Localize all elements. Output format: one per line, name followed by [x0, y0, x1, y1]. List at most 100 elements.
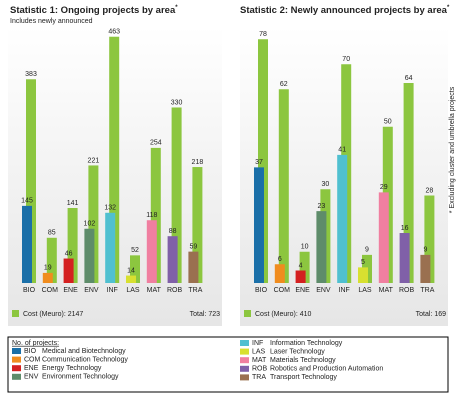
- value-label: 88: [169, 228, 177, 235]
- legend-swatch: [240, 340, 249, 346]
- total-label: Total: 169: [416, 311, 446, 318]
- bar: [150, 147, 161, 283]
- bar: [130, 255, 140, 283]
- legend-code: MAT: [252, 357, 267, 364]
- bar: [105, 212, 116, 283]
- value-label: 85: [48, 230, 56, 237]
- x-tick-label: ENV: [316, 287, 331, 294]
- value-label: 4: [299, 262, 303, 269]
- legend-code: COM: [24, 356, 41, 363]
- legend-box: [7, 336, 449, 393]
- value-label: 9: [365, 247, 369, 254]
- bar: [424, 195, 435, 283]
- bar: [192, 167, 203, 283]
- bar: [188, 251, 199, 283]
- value-label: 221: [88, 157, 100, 164]
- legend-name: Communication Technology: [42, 356, 128, 363]
- value-label: 28: [426, 187, 434, 194]
- bar: [274, 264, 285, 283]
- bar: [46, 237, 57, 283]
- value-label: 132: [104, 205, 116, 212]
- value-label: 70: [342, 56, 350, 63]
- bar: [278, 89, 289, 283]
- legend-name: Medical and Biotechnology: [42, 348, 126, 355]
- footnote: * Excluding cluster and umbrella project…: [449, 86, 456, 213]
- legend-swatch: [240, 348, 249, 355]
- x-tick-label: MAT: [379, 287, 394, 294]
- x-tick-label: COM: [42, 287, 59, 294]
- legend-swatch: [240, 365, 249, 372]
- bar: [67, 208, 78, 283]
- value-label: 145: [21, 198, 33, 205]
- legend-code: INF: [252, 340, 263, 347]
- bar: [109, 36, 120, 283]
- value-label: 50: [384, 119, 392, 126]
- value-label: 62: [280, 81, 288, 88]
- value-label: 141: [67, 200, 79, 207]
- legend-name: Information Technology: [270, 340, 343, 347]
- legend-code: ENE: [24, 365, 39, 372]
- value-label: 118: [146, 212, 157, 219]
- value-label: 218: [192, 159, 204, 166]
- value-label: 46: [65, 250, 73, 257]
- legend-code: TRA: [252, 374, 266, 381]
- legend-swatch: [244, 310, 251, 317]
- value-label: 30: [322, 181, 330, 188]
- legend-swatch: [240, 374, 249, 381]
- x-tick-label: TRA: [420, 287, 434, 294]
- x-tick-label: TRA: [188, 287, 202, 294]
- legend-swatch: [12, 365, 21, 372]
- x-tick-label: ROB: [399, 287, 415, 294]
- legend-swatch: [12, 356, 21, 363]
- value-label: 59: [190, 243, 198, 250]
- legend-swatch: [12, 310, 19, 317]
- bar: [378, 192, 389, 283]
- legend-swatch: [240, 357, 249, 364]
- legend-code: ENV: [24, 374, 39, 381]
- bar: [126, 275, 136, 283]
- value-label: 19: [44, 265, 52, 272]
- bar: [337, 154, 348, 283]
- value-label: 330: [171, 99, 183, 106]
- x-tick-label: MAT: [147, 287, 162, 294]
- subtitle: Includes newly announced: [10, 18, 93, 25]
- bar: [316, 211, 327, 283]
- bar: [420, 254, 431, 283]
- bar: [42, 272, 53, 283]
- legend-swatch: [12, 348, 21, 354]
- value-label: 383: [25, 71, 37, 78]
- bar: [167, 236, 178, 283]
- legend-label: Cost (Meuro): 410: [255, 311, 312, 318]
- value-label: 9: [423, 247, 427, 254]
- bar: [171, 107, 182, 284]
- legend-name: Transport Technology: [270, 374, 337, 381]
- value-label: 52: [131, 247, 139, 254]
- legend-code: LAS: [252, 348, 266, 355]
- legend-name: Laser Technology: [270, 348, 325, 355]
- bar: [146, 220, 157, 283]
- value-label: 102: [84, 221, 96, 228]
- value-label: 78: [259, 31, 267, 38]
- legend-title: No. of projects:: [12, 340, 59, 347]
- bar: [403, 83, 414, 283]
- bar: [254, 167, 264, 283]
- value-label: 10: [301, 244, 309, 251]
- total-label: Total: 723: [190, 311, 220, 318]
- bar: [399, 233, 410, 283]
- legend-label: Cost (Meuro): 2147: [23, 311, 83, 318]
- legend-swatch: [12, 373, 21, 380]
- value-label: 5: [361, 259, 365, 266]
- x-tick-label: ENE: [295, 287, 310, 294]
- legend-name: Environment Technology: [42, 374, 119, 381]
- value-label: 14: [127, 267, 135, 274]
- x-tick-label: ENE: [63, 287, 78, 294]
- chart-title: Statistic 1: Ongoing projects by area*: [10, 5, 178, 16]
- value-label: 16: [401, 225, 409, 232]
- bar: [358, 267, 368, 283]
- legend-name: Robotics and Production Automation: [270, 366, 383, 373]
- value-label: 23: [318, 203, 326, 210]
- value-label: 29: [380, 184, 388, 191]
- bar: [88, 165, 99, 283]
- x-tick-label: INF: [107, 287, 118, 294]
